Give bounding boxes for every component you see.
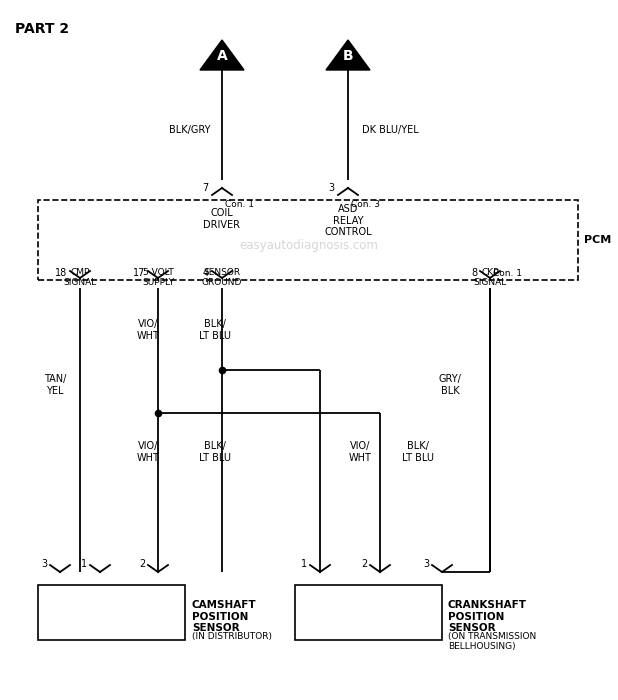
Text: 3: 3 xyxy=(41,559,47,569)
Text: CAMSHAFT
POSITION
SENSOR: CAMSHAFT POSITION SENSOR xyxy=(192,600,256,634)
Text: 2: 2 xyxy=(361,559,367,569)
Text: VIO/
WHT: VIO/ WHT xyxy=(137,319,159,341)
Text: 4: 4 xyxy=(203,268,209,278)
Text: GRY/
BLK: GRY/ BLK xyxy=(439,374,462,395)
Text: TAN/
YEL: TAN/ YEL xyxy=(44,374,66,395)
Bar xyxy=(38,200,578,280)
Text: 18: 18 xyxy=(55,268,67,278)
Text: BLK/GRY: BLK/GRY xyxy=(169,125,210,135)
Text: 2: 2 xyxy=(139,559,145,569)
Text: easyautodiagnosis.com: easyautodiagnosis.com xyxy=(240,239,378,251)
Text: CKP
SIGNAL: CKP SIGNAL xyxy=(473,268,507,288)
Text: 5 VOLT
SUPPLY: 5 VOLT SUPPLY xyxy=(142,268,174,288)
Text: 7: 7 xyxy=(201,183,208,193)
Text: COIL
DRIVER: COIL DRIVER xyxy=(203,208,240,230)
Text: VIO/
WHT: VIO/ WHT xyxy=(349,441,371,463)
Text: CRANKSHAFT
POSITION
SENSOR: CRANKSHAFT POSITION SENSOR xyxy=(448,600,527,634)
Text: B: B xyxy=(343,50,353,64)
Text: PCM: PCM xyxy=(584,235,611,245)
Text: Con. 1: Con. 1 xyxy=(225,200,254,209)
Text: 1: 1 xyxy=(301,559,307,569)
Text: VIO/
WHT: VIO/ WHT xyxy=(137,441,159,463)
Text: A: A xyxy=(217,50,227,64)
Text: CMP
SIGNAL: CMP SIGNAL xyxy=(64,268,96,288)
Text: BLK/
LT BLU: BLK/ LT BLU xyxy=(199,319,231,341)
Bar xyxy=(38,585,185,640)
Text: 3: 3 xyxy=(423,559,429,569)
Bar xyxy=(295,585,442,640)
Text: (IN DISTRIBUTOR): (IN DISTRIBUTOR) xyxy=(192,632,272,641)
Text: DK BLU/YEL: DK BLU/YEL xyxy=(362,125,419,135)
Text: Con. 3: Con. 3 xyxy=(351,200,380,209)
Text: BLK/
LT BLU: BLK/ LT BLU xyxy=(402,441,434,463)
Text: 8: 8 xyxy=(471,268,477,278)
Text: 17: 17 xyxy=(133,268,145,278)
Text: SENSOR
GROUND: SENSOR GROUND xyxy=(202,268,242,288)
Text: (ON TRANSMISSION
BELLHOUSING): (ON TRANSMISSION BELLHOUSING) xyxy=(448,632,536,652)
Text: Con. 1: Con. 1 xyxy=(493,269,522,277)
Text: 3: 3 xyxy=(328,183,334,193)
Polygon shape xyxy=(200,40,244,70)
Text: 1: 1 xyxy=(81,559,87,569)
Polygon shape xyxy=(326,40,370,70)
Text: ASD
RELAY
CONTROL: ASD RELAY CONTROL xyxy=(324,204,372,237)
Text: BLK/
LT BLU: BLK/ LT BLU xyxy=(199,441,231,463)
Text: PART 2: PART 2 xyxy=(15,22,69,36)
